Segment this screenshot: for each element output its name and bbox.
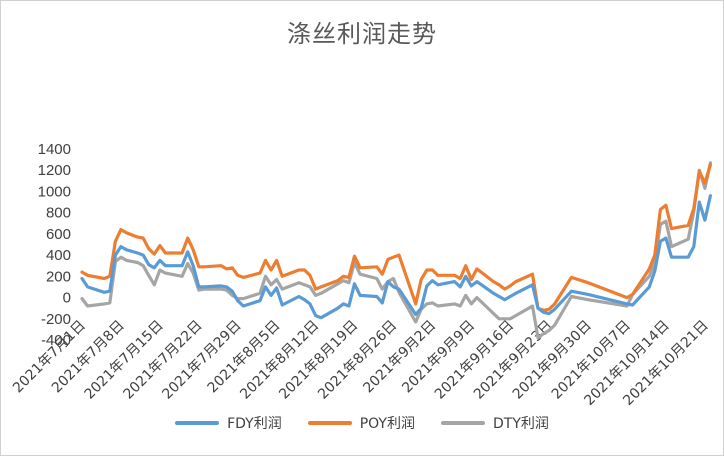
- y-tick-label: 600: [46, 226, 71, 243]
- legend-item-fdy: FDY利润: [175, 413, 282, 433]
- y-tick-label: 0: [63, 290, 71, 307]
- legend-swatch-dty: [440, 421, 485, 425]
- legend-label-dty: DTY利润: [492, 416, 549, 432]
- legend-label-fdy: FDY利润: [227, 416, 282, 432]
- y-tick-label: -400: [41, 332, 71, 349]
- series-line-poy: [80, 163, 712, 312]
- y-tick-label: -200: [41, 311, 71, 328]
- legend-swatch-fdy: [175, 421, 220, 425]
- series-line-fdy: [80, 194, 712, 320]
- y-tick-label: 1200: [38, 162, 71, 179]
- legend-item-dty: DTY利润: [440, 413, 549, 433]
- y-tick-label: 800: [46, 205, 71, 222]
- y-tick-label: 400: [46, 247, 71, 264]
- series-line-dty: [80, 161, 712, 340]
- y-tick-label: 1000: [38, 183, 71, 200]
- y-axis-ticks: -400 -200 0 200 400 600 800 1000 1200 1400: [38, 141, 71, 349]
- y-tick-label: 1400: [38, 141, 71, 158]
- y-tick-label: 200: [46, 268, 71, 285]
- legend: FDY利润 POY利润 DTY利润: [0, 413, 724, 433]
- series-lines: [80, 161, 712, 340]
- legend-item-poy: POY利润: [307, 413, 415, 433]
- legend-swatch-poy: [307, 421, 352, 425]
- chart-title: 涤丝利润走势: [287, 20, 437, 48]
- legend-label-poy: POY利润: [359, 416, 415, 432]
- x-axis-ticks: 2021年7月1日2021年7月8日2021年7月15日2021年7月22日20…: [10, 318, 712, 409]
